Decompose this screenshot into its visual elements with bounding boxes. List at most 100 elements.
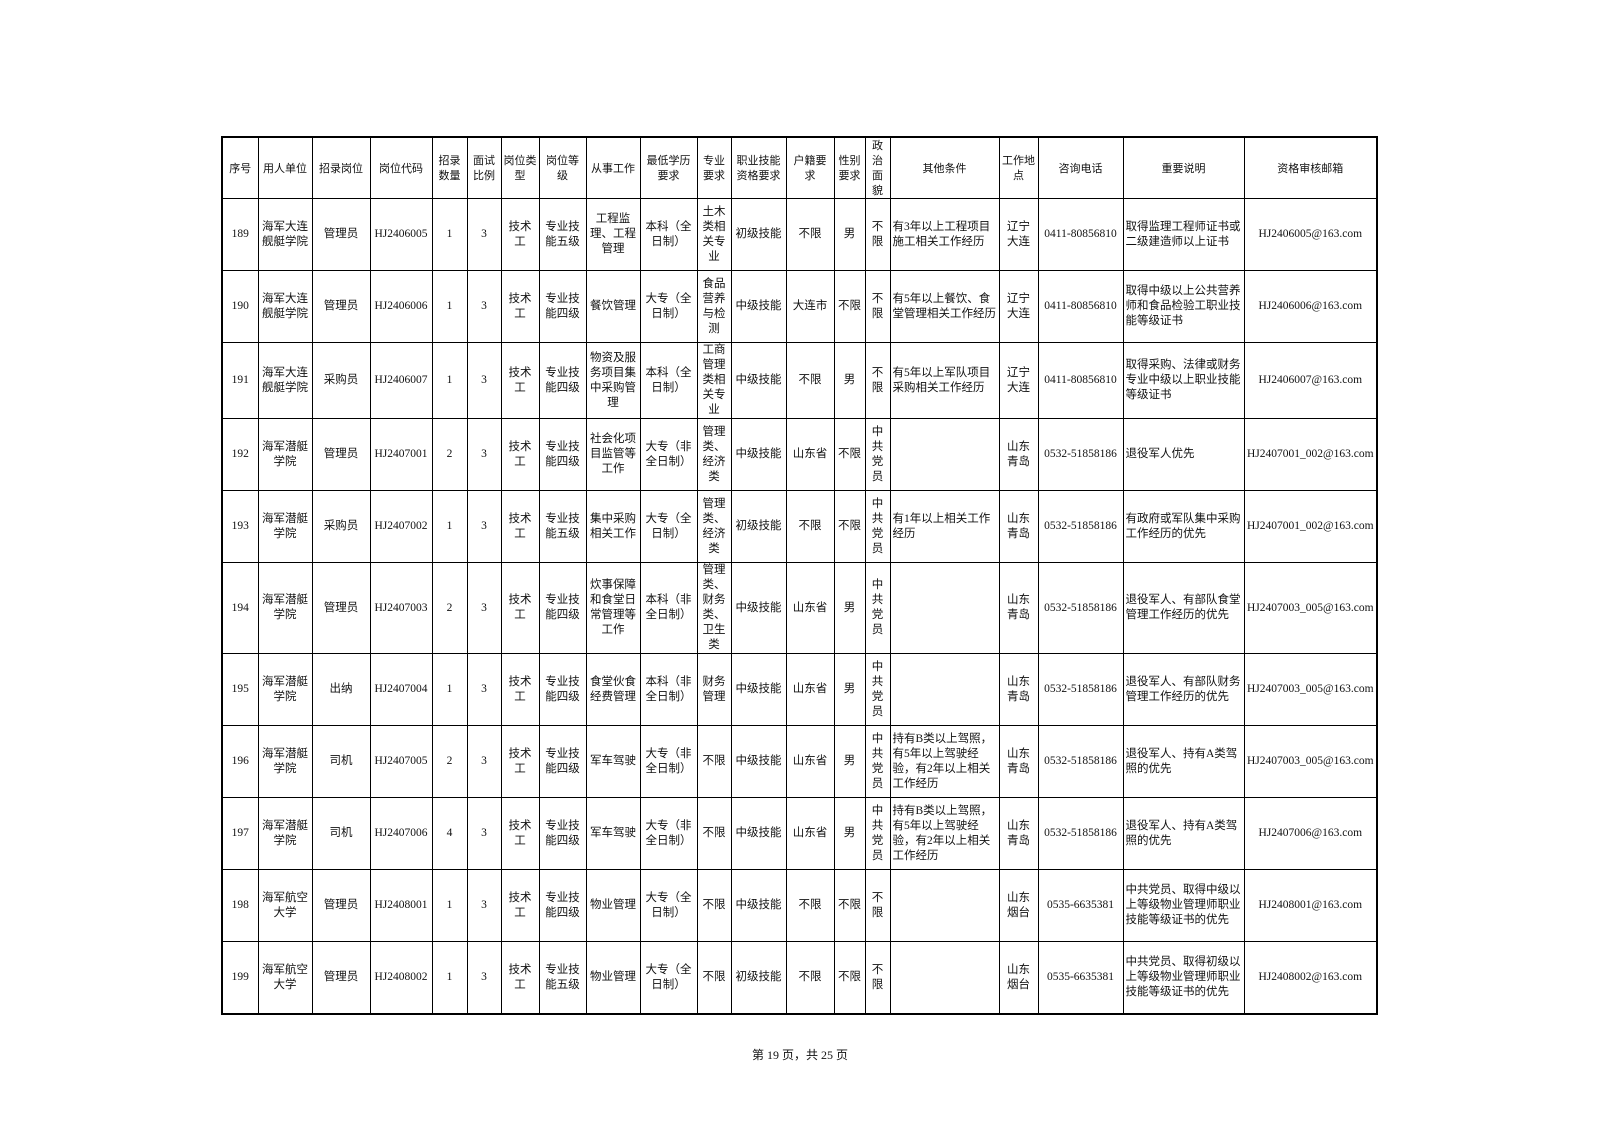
table-cell: 0535-6635381 — [1037, 869, 1124, 942]
table-cell: 专业技能四级 — [538, 342, 587, 419]
table-cell: 大专（全日制） — [639, 941, 698, 1015]
table-cell: 海军潜艇学院 — [257, 562, 313, 654]
table-cell: 管理员 — [311, 270, 371, 343]
table-cell: 中共党员、取得初级以上等级物业管理师职业技能等级证书的优先 — [1122, 941, 1245, 1015]
table-cell — [889, 653, 1000, 726]
table-cell: 不限 — [696, 797, 732, 870]
table-cell: 大连市 — [785, 270, 835, 343]
header-cell: 最低学历要求 — [639, 136, 698, 199]
table-cell: HJ2408001@163.com — [1243, 869, 1378, 942]
table-cell: 189 — [221, 198, 259, 271]
table-cell: HJ2407002 — [369, 490, 433, 563]
table-cell: 191 — [221, 342, 259, 419]
header-cell: 从事工作 — [585, 136, 641, 199]
table-cell: 持有B类以上驾照，有5年以上驾驶经验，有2年以上相关工作经历 — [889, 797, 1000, 870]
table-cell: 不限 — [864, 869, 891, 942]
table-cell: 有1年以上相关工作经历 — [889, 490, 1000, 563]
table-cell: 3 — [466, 797, 502, 870]
table-cell: 0411-80856810 — [1037, 198, 1124, 271]
table-cell: HJ2407003_005@163.com — [1243, 653, 1378, 726]
table-cell: 专业技能五级 — [538, 198, 587, 271]
table-cell: 有政府或军队集中采购工作经历的优先 — [1122, 490, 1245, 563]
table-cell: 大专（非全日制） — [639, 725, 698, 798]
table-cell: 大专（全日制） — [639, 869, 698, 942]
table-cell: 不限 — [864, 198, 891, 271]
table-cell: HJ2406006 — [369, 270, 433, 343]
table-cell: 技术工 — [500, 562, 540, 654]
header-cell: 性别要求 — [833, 136, 866, 199]
table-cell: HJ2406007@163.com — [1243, 342, 1378, 419]
table-row: 193 海军潜艇学院 采购员 HJ2407002 1 3 技术工 专业技能五级 集中采购相关工作… — [221, 490, 1378, 563]
table-cell: 海军潜艇学院 — [257, 725, 313, 798]
table-cell: 男 — [833, 653, 866, 726]
table-row: 194 海军潜艇学院 管理员 HJ2407003 2 3 技术工 专业技能四级 炊事保障和食堂日… — [221, 562, 1378, 654]
table-cell: 初级技能 — [730, 490, 787, 563]
table-cell: HJ2406005 — [369, 198, 433, 271]
table-row: 196 海军潜艇学院 司机 HJ2407005 2 3 技术工 专业技能四级 军车驾驶 大专（非全… — [221, 725, 1378, 798]
table-cell: 3 — [466, 342, 502, 419]
table-cell: 军车驾驶 — [585, 797, 641, 870]
table-cell: 山东省 — [785, 562, 835, 654]
table-cell: 工程监理、工程管理 — [585, 198, 641, 271]
table-cell: 194 — [221, 562, 259, 654]
table-cell: 海军航空大学 — [257, 869, 313, 942]
table-cell: 海军大连舰艇学院 — [257, 270, 313, 343]
table-cell: 取得监理工程师证书或二级建造师以上证书 — [1122, 198, 1245, 271]
table-cell: 中级技能 — [730, 342, 787, 419]
table-cell: 技术工 — [500, 270, 540, 343]
table-cell: 192 — [221, 418, 259, 491]
table-cell: 1 — [431, 198, 468, 271]
table-cell: HJ2406007 — [369, 342, 433, 419]
table-cell: 0532-51858186 — [1037, 725, 1124, 798]
table-cell: 中级技能 — [730, 797, 787, 870]
table-cell: 管理员 — [311, 869, 371, 942]
table-cell: 技术工 — [500, 941, 540, 1015]
table-cell: HJ2407003_005@163.com — [1243, 562, 1378, 654]
table-cell — [889, 869, 1000, 942]
table-cell: 专业技能五级 — [538, 941, 587, 1015]
header-cell: 岗位等级 — [538, 136, 587, 199]
table-cell: 2 — [431, 562, 468, 654]
table-cell: 山东青岛 — [998, 562, 1039, 654]
table-cell: 3 — [466, 418, 502, 491]
table-cell: 退役军人、持有A类驾照的优先 — [1122, 797, 1245, 870]
table-cell: 管理类、经济类 — [696, 490, 732, 563]
table-row: 195 海军潜艇学院 出纳 HJ2407004 1 3 技术工 专业技能四级 食堂伙食经费管理本… — [221, 653, 1378, 726]
table-cell: 3 — [466, 941, 502, 1015]
table-cell: 不限 — [833, 490, 866, 563]
table-cell: 不限 — [833, 941, 866, 1015]
table-cell: 3 — [466, 725, 502, 798]
table-cell: HJ2407003_005@163.com — [1243, 725, 1378, 798]
table-cell: 技术工 — [500, 653, 540, 726]
table-cell: 中级技能 — [730, 653, 787, 726]
table-cell: 管理员 — [311, 198, 371, 271]
table-cell: 不限 — [785, 342, 835, 419]
table-cell: 社会化项目监管等工作 — [585, 418, 641, 491]
table-cell: 物业管理 — [585, 941, 641, 1015]
table-cell: 不限 — [833, 270, 866, 343]
table-cell: 3 — [466, 490, 502, 563]
table-cell: 山东青岛 — [998, 490, 1039, 563]
table-cell: 炊事保障和食堂日常管理等工作 — [585, 562, 641, 654]
table-cell: 采购员 — [311, 490, 371, 563]
table-row: 199 海军航空大学 管理员 HJ2408002 1 3 技术工 专业技能五级 物业管理 大专（全… — [221, 941, 1378, 1015]
table-cell: 工商管理类相关专业 — [696, 342, 732, 419]
table-cell: 专业技能四级 — [538, 797, 587, 870]
table-cell: 海军航空大学 — [257, 941, 313, 1015]
table-row: 191 海军大连舰艇学院 采购员 HJ2406007 1 3 技术工 专业技能四级 物资及服务项… — [221, 342, 1378, 419]
header-cell: 咨询电话 — [1037, 136, 1124, 199]
table-cell: 不限 — [864, 270, 891, 343]
table-cell: HJ2407004 — [369, 653, 433, 726]
table-cell: 不限 — [696, 725, 732, 798]
table-cell: 0535-6635381 — [1037, 941, 1124, 1015]
table-cell: 3 — [466, 562, 502, 654]
table-row: 192 海军潜艇学院 管理员 HJ2407001 2 3 技术工 专业技能四级 社会化项目监管等… — [221, 418, 1378, 491]
table-cell: 山东烟台 — [998, 869, 1039, 942]
table-cell: 男 — [833, 562, 866, 654]
table-cell: 198 — [221, 869, 259, 942]
table-cell: 退役军人、持有A类驾照的优先 — [1122, 725, 1245, 798]
table-cell: 本科（非全日制） — [639, 562, 698, 654]
table-cell: 土木类相关专业 — [696, 198, 732, 271]
table-cell: 有5年以上军队项目采购相关工作经历 — [889, 342, 1000, 419]
table-cell: 0411-80856810 — [1037, 270, 1124, 343]
